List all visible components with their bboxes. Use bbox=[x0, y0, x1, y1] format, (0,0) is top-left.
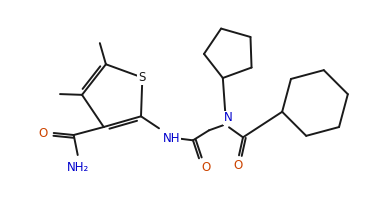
Text: NH: NH bbox=[163, 132, 181, 145]
Text: O: O bbox=[38, 126, 48, 139]
Text: S: S bbox=[139, 71, 146, 84]
Text: NH₂: NH₂ bbox=[67, 161, 89, 174]
Text: O: O bbox=[233, 159, 243, 172]
Text: N: N bbox=[224, 111, 233, 124]
Text: O: O bbox=[201, 161, 210, 174]
